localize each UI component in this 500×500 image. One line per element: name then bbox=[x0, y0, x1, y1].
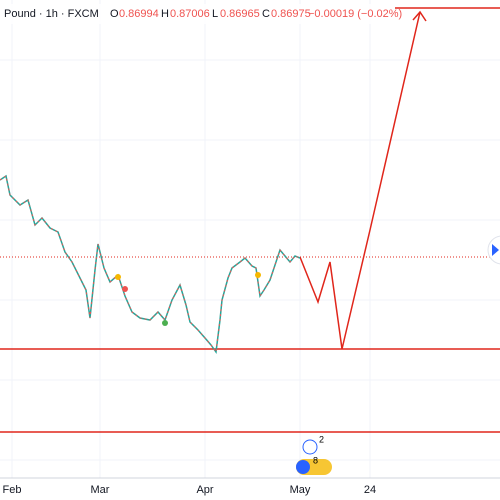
signal-dot bbox=[115, 274, 121, 280]
x-tick-label: May bbox=[290, 484, 311, 496]
scroll-icon bbox=[492, 244, 499, 256]
symbol: Pound · 1h · FXCM bbox=[4, 8, 99, 20]
price-series bbox=[0, 174, 301, 354]
ohlc-label: C bbox=[262, 8, 270, 20]
signal-dot bbox=[255, 272, 261, 278]
event-icon bbox=[296, 460, 310, 474]
x-tick-label: 24 bbox=[364, 484, 376, 496]
ohlc-label: H bbox=[161, 8, 169, 20]
ohlc-value: 0.86965 bbox=[220, 8, 260, 20]
badge-count: 8 bbox=[313, 455, 318, 465]
ohlc-label: O bbox=[110, 8, 119, 20]
x-tick-label: Feb bbox=[3, 484, 22, 496]
x-tick-label: Mar bbox=[91, 484, 110, 496]
grid bbox=[0, 0, 500, 478]
ohlc-label: L bbox=[212, 8, 218, 20]
event-badge[interactable] bbox=[302, 439, 318, 455]
x-tick-label: Apr bbox=[196, 484, 213, 496]
signal-dot bbox=[122, 286, 128, 292]
price-series-down bbox=[0, 175, 301, 354]
projection-path bbox=[299, 11, 421, 350]
signal-dot bbox=[162, 320, 168, 326]
change: −0.00019 (−0.02%) bbox=[308, 8, 402, 20]
ohlc-value: 0.87006 bbox=[170, 8, 210, 20]
badge-count: 2 bbox=[319, 434, 324, 444]
projection-arrow bbox=[412, 10, 427, 22]
ohlc-value: 0.86994 bbox=[119, 8, 159, 20]
ohlc-value: 0.86975 bbox=[271, 8, 311, 20]
legend-bg bbox=[0, 4, 395, 24]
